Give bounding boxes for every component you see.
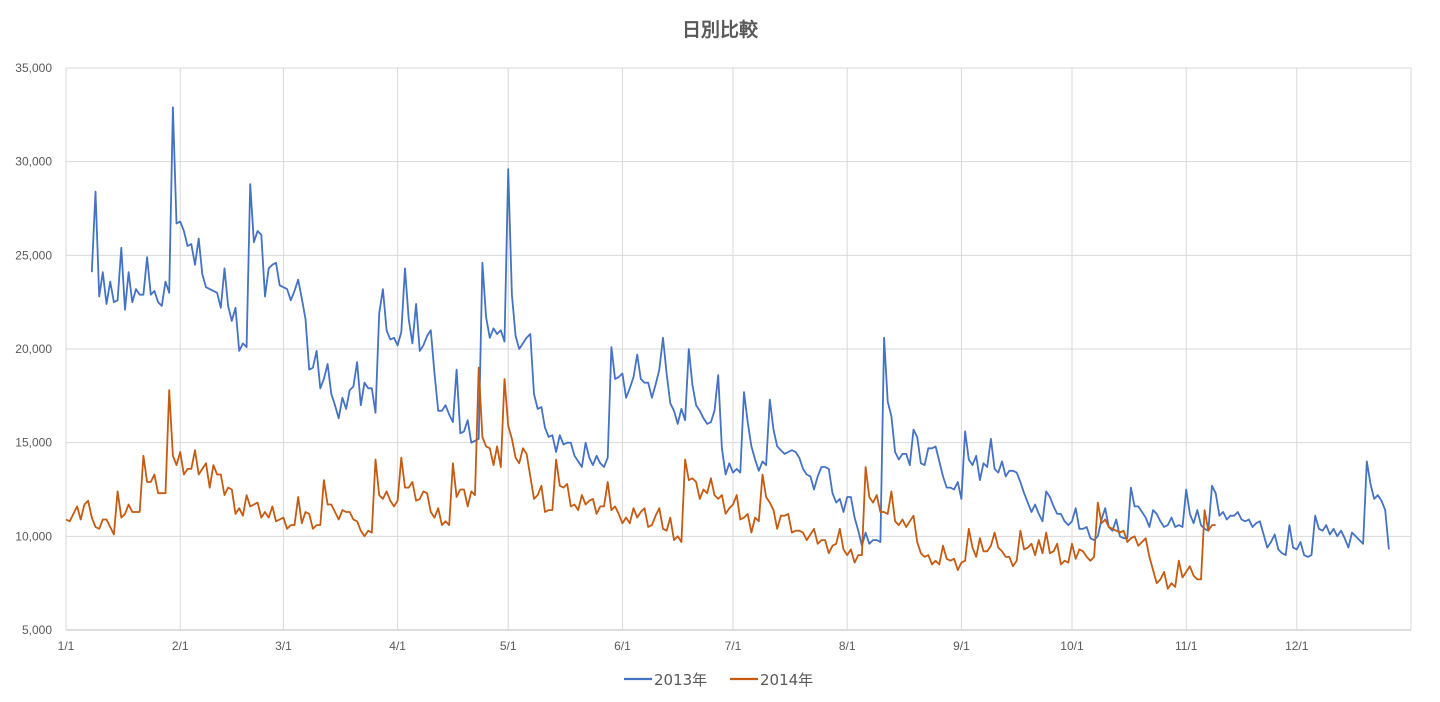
x-tick-label: 4/1 bbox=[389, 639, 406, 653]
legend-label: 2013年 bbox=[654, 671, 707, 689]
y-tick-label: 35,000 bbox=[15, 61, 52, 75]
x-tick-label: 7/1 bbox=[725, 639, 742, 653]
legend: 2013年 2014年 bbox=[624, 671, 813, 689]
y-axis-tick-labels: 5,000 10,000 15,000 20,000 25,000 30,000 35,00… bbox=[15, 61, 52, 637]
x-tick-label: 8/1 bbox=[839, 639, 856, 653]
legend-label: 2014年 bbox=[760, 671, 813, 689]
series-line-2 bbox=[65, 366, 1216, 590]
chart-title: 日別比較 bbox=[682, 18, 759, 41]
x-tick-label: 2/1 bbox=[172, 639, 189, 653]
x-tick-label: 3/1 bbox=[275, 639, 292, 653]
x-tick-label: 1/1 bbox=[58, 639, 75, 653]
y-tick-label: 5,000 bbox=[22, 623, 52, 637]
x-tick-label: 6/1 bbox=[614, 639, 631, 653]
series-lines bbox=[65, 106, 1390, 590]
y-tick-label: 25,000 bbox=[15, 248, 52, 262]
x-tick-label: 9/1 bbox=[953, 639, 970, 653]
x-tick-label: 10/1 bbox=[1060, 639, 1084, 653]
x-tick-label: 11/1 bbox=[1175, 639, 1198, 653]
y-tick-label: 20,000 bbox=[15, 342, 52, 356]
x-axis-tick-labels: 1/1 2/1 3/1 4/1 5/1 6/1 7/1 8/1 9/1 10/1 11/1 12/1 bbox=[58, 639, 1309, 653]
series-line-1 bbox=[90, 106, 1390, 558]
y-tick-label: 30,000 bbox=[15, 155, 52, 169]
y-tick-label: 15,000 bbox=[15, 436, 52, 450]
x-tick-label: 5/1 bbox=[500, 639, 517, 653]
legend-item-1[interactable]: 2013年 bbox=[624, 671, 707, 689]
x-tick-label: 12/1 bbox=[1285, 639, 1309, 653]
legend-item-2[interactable]: 2014年 bbox=[730, 671, 813, 689]
gridlines bbox=[65, 67, 1412, 631]
y-tick-label: 10,000 bbox=[15, 529, 52, 543]
